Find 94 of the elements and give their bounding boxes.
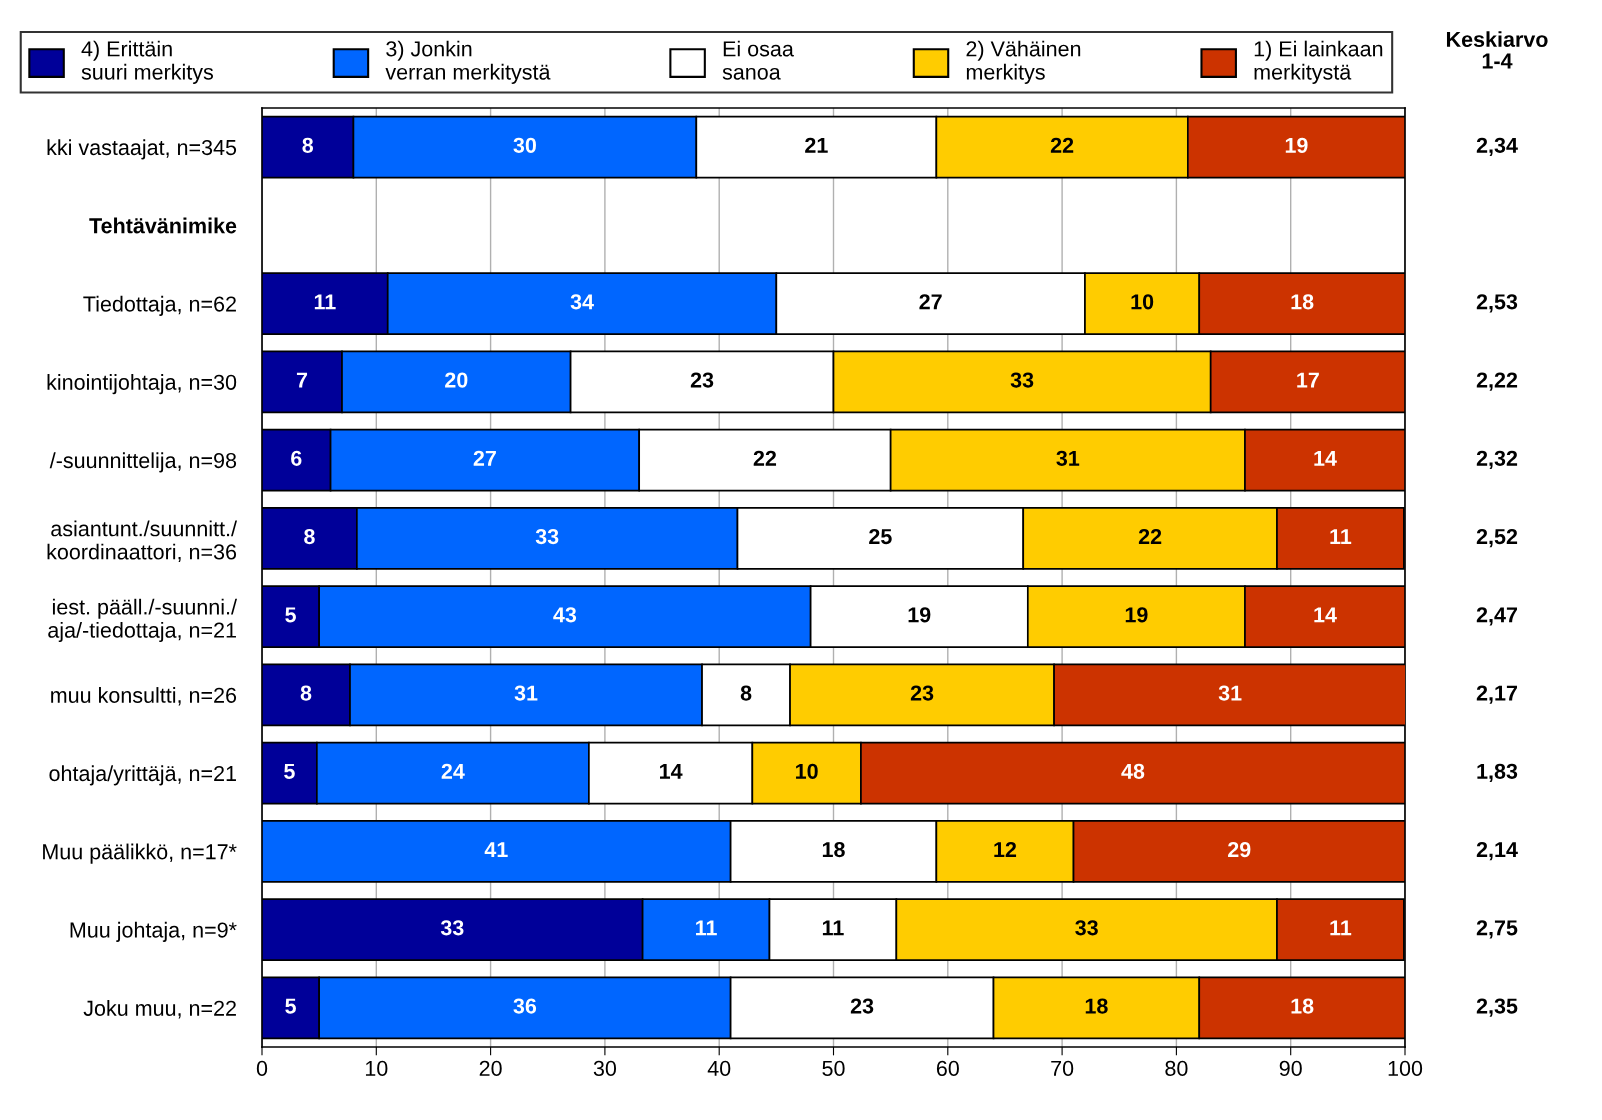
data-label: 18 [1291, 998, 1314, 1014]
y-tick-label: kinointijohtaja, n=30 [47, 374, 237, 395]
y-tick-label: asiantunt./suunnitt./ koordinaattori, n=36 [47, 520, 238, 563]
x-tick-label: 90 [1279, 1060, 1302, 1077]
data-label: 18 [822, 841, 845, 858]
x-tick-label: 20 [479, 1060, 502, 1077]
text: 2,35 [1476, 998, 1518, 1017]
data-label: 33 [1010, 372, 1034, 388]
data-label: 23 [910, 685, 934, 701]
data-label: 14 [660, 763, 683, 779]
data-label: 22 [1050, 137, 1074, 153]
data-label: 22 [1138, 528, 1162, 544]
data-label: 11 [822, 920, 844, 936]
data-label: 33 [1075, 920, 1098, 936]
data-label: 41 [484, 842, 508, 857]
data-label: 11 [1330, 920, 1352, 936]
text: 2,32 [1476, 450, 1518, 470]
text: 2,52 [1476, 528, 1518, 548]
data-label: 8 [302, 137, 314, 153]
data-label: 36 [513, 998, 537, 1014]
data-label: 6 [291, 450, 302, 466]
data-label: 8 [740, 685, 752, 701]
data-label: 7 [296, 372, 308, 388]
data-label: 23 [690, 372, 714, 388]
data-label: 14 [1314, 450, 1337, 466]
data-label: 18 [1291, 294, 1314, 310]
data-label: 14 [1314, 607, 1337, 623]
data-label: 10 [1131, 294, 1154, 310]
x-tick-label: 10 [365, 1060, 388, 1077]
y-tick-label: Joku muu, n=22 [83, 1000, 236, 1019]
data-label: 20 [445, 372, 468, 388]
data-label: 31 [1218, 685, 1242, 701]
y-tick-label: Muu johtaja, n=9* [70, 921, 237, 942]
text: 2,17 [1476, 685, 1518, 704]
data-label: 29 [1228, 841, 1251, 858]
data-label: 11 [696, 920, 717, 936]
y-tick-label: iest. pääll./-suunni./ aja/-tiedottaja, n=21 [48, 598, 238, 643]
data-label: 27 [473, 450, 496, 466]
legend-label: 1) Ei lainkaan merkitystä [1254, 40, 1383, 84]
x-tick-label: 50 [822, 1060, 845, 1077]
y-tick-label: kki vastaajat, n=345 [47, 139, 237, 160]
data-label: 21 [805, 137, 828, 153]
y-tick-label: Tiedottaja, n=62 [83, 295, 236, 316]
x-tick-label: 70 [1051, 1060, 1074, 1077]
data-label: 5 [285, 607, 296, 623]
data-label: 8 [300, 685, 312, 701]
text: Keskiarvo 1-4 [1446, 31, 1548, 69]
x-tick-label: 60 [936, 1060, 959, 1077]
x-tick-label: 30 [593, 1060, 617, 1077]
data-label: 8 [304, 528, 315, 545]
data-label: 27 [919, 294, 942, 310]
legend-label: 4) Erittäin suuri merkitys [81, 40, 214, 84]
data-label: 5 [284, 763, 295, 779]
text: 2,75 [1476, 920, 1518, 939]
text: 2,53 [1476, 294, 1518, 313]
data-label: 23 [850, 998, 874, 1014]
data-label: 33 [535, 528, 559, 545]
data-label: 19 [1285, 137, 1308, 153]
x-tick-label: 100 [1388, 1060, 1423, 1077]
data-label: 19 [1125, 607, 1148, 623]
text: 2,47 [1476, 607, 1518, 626]
y-tick-label: /-suunnittelija, n=98 [49, 452, 237, 473]
y-tick-label: muu konsultti, n=26 [51, 687, 237, 706]
text: 2,14 [1476, 841, 1518, 861]
data-label: 12 [994, 841, 1017, 857]
data-label: 30 [513, 137, 536, 153]
data-label: 34 [570, 294, 594, 310]
data-label: 18 [1085, 998, 1108, 1014]
data-label: 17 [1297, 372, 1319, 388]
data-label: 48 [1121, 763, 1145, 779]
legend-label: 2) Vähäinen merkitys [966, 40, 1081, 84]
data-label: 10 [796, 763, 818, 779]
x-tick-label: 80 [1165, 1060, 1188, 1077]
legend-label: Ei osaa sanoa [722, 40, 794, 80]
text: 1,83 [1477, 763, 1518, 783]
data-label: 43 [553, 607, 577, 623]
data-label: 24 [441, 763, 465, 779]
y-tick-label: ohtaja/yrittäjä, n=21 [49, 765, 236, 786]
data-label: 22 [753, 450, 777, 466]
y-tick-label: Tehtävänimike [89, 217, 237, 234]
x-tick-label: 0 [256, 1060, 268, 1077]
x-tick-label: 40 [707, 1060, 731, 1077]
data-label: 25 [869, 528, 892, 545]
data-label: 31 [1056, 450, 1080, 466]
y-tick-label: Muu päälikkö, n=17* [43, 843, 237, 864]
data-label: 33 [440, 920, 464, 936]
text: 2,22 [1476, 372, 1518, 391]
data-label: 5 [285, 998, 296, 1014]
data-label: 11 [1330, 529, 1352, 544]
data-label: 19 [908, 607, 931, 623]
text: 2,34 [1476, 137, 1518, 157]
data-label: 11 [314, 294, 336, 310]
data-label: 31 [514, 685, 538, 701]
legend-label: 3) Jonkin verran merkitystä [385, 40, 551, 84]
